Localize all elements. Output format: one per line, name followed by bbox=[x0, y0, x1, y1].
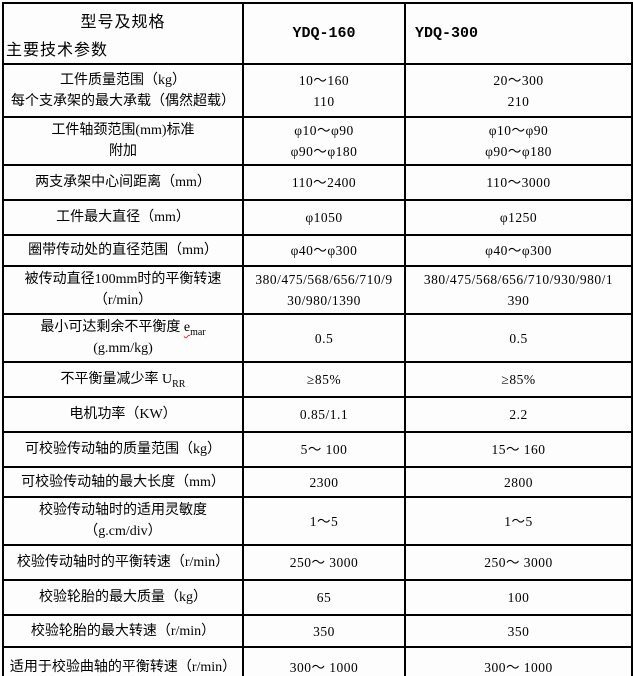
model-header-ydq160: YDQ-160 bbox=[242, 2, 406, 65]
spec-value-cell: 20～300 210 bbox=[404, 63, 633, 118]
spec-value-cell: φ1050 bbox=[242, 199, 406, 236]
spec-value-cell: ≥85% bbox=[242, 361, 406, 398]
spec-value-cell: 380/475/568/656/710/930/980/1 390 bbox=[404, 265, 633, 315]
spec-label-cell: 不平衡量减少率 URR bbox=[2, 361, 244, 398]
table-row: 电机功率（KW） 0.85/1.1 2.2 bbox=[2, 396, 633, 433]
spec-label-cell: 校验轮胎的最大转速（r/min） bbox=[2, 614, 244, 648]
spec-value-cell: 65 bbox=[242, 579, 406, 616]
table-row: 适用于校验曲轴的平衡转速（r/min） 300～ 1000 300～ 1000 bbox=[2, 646, 633, 676]
table-row: 圈带传动处的直径范围（mm） φ40～φ300 φ40～φ300 bbox=[2, 234, 633, 267]
spec-value-cell: 1～5 bbox=[404, 496, 633, 546]
spec-label-cell: 圈带传动处的直径范围（mm） bbox=[2, 234, 244, 267]
corner-header-cell: 型号及规格 主要技术参数 bbox=[2, 2, 244, 65]
spec-value-cell: 0.5 bbox=[404, 313, 633, 363]
spec-value-cell: φ10～φ90 φ90～φ180 bbox=[404, 116, 633, 166]
spec-label-cell: 工件最大直径（mm） bbox=[2, 199, 244, 236]
table-row: 最小可达剩余不平衡度 emar (g.mm/kg) 0.5 0.5 bbox=[2, 313, 633, 363]
table-row: 校验轮胎的最大质量（kg） 65 100 bbox=[2, 579, 633, 616]
spec-value-cell: ≥85% bbox=[404, 361, 633, 398]
spec-label-cell: 校验传动轴时的适用灵敏度 （g.cm/div） bbox=[2, 496, 244, 546]
spec-label-cell: 工件轴颈范围(mm)标准 附加 bbox=[2, 116, 244, 166]
corner-title-models: 型号及规格 bbox=[80, 13, 166, 31]
table-row: 校验传动轴时的平衡转速（r/min） 250～ 3000 250～ 3000 bbox=[2, 544, 633, 581]
spec-label-cell: 被传动直径100mm时的平衡转速 （r/min） bbox=[2, 265, 244, 315]
spec-label-cell: 工件质量范围（kg） 每个支承架的最大承载（偶然超载） bbox=[2, 63, 244, 118]
spec-value-cell: 300～ 1000 bbox=[242, 646, 406, 676]
spec-value-cell: 5～ 100 bbox=[242, 431, 406, 468]
table-row: 工件轴颈范围(mm)标准 附加 φ10～φ90 φ90～φ180 φ10～φ90 … bbox=[2, 116, 633, 166]
spec-value-cell: φ40～φ300 bbox=[404, 234, 633, 267]
spec-value-cell: 15～ 160 bbox=[404, 431, 633, 468]
spec-value-cell: 380/475/568/656/710/9 30/980/1390 bbox=[242, 265, 406, 315]
table-row: 可校验传动轴的质量范围（kg） 5～ 100 15～ 160 bbox=[2, 431, 633, 468]
spec-label-cell: 校验传动轴时的平衡转速（r/min） bbox=[2, 544, 244, 581]
spec-value-cell: 350 bbox=[404, 614, 633, 648]
spec-value-cell: 2800 bbox=[404, 466, 633, 498]
table-row: 两支承架中心间距离（mm） 110～2400 110～3000 bbox=[2, 164, 633, 201]
table-row: 校验轮胎的最大转速（r/min） 350 350 bbox=[2, 614, 633, 648]
spec-value-cell: φ1250 bbox=[404, 199, 633, 236]
spec-value-cell: 350 bbox=[242, 614, 406, 648]
spec-value-cell: 2300 bbox=[242, 466, 406, 498]
spec-value-cell: 100 bbox=[404, 579, 633, 616]
spec-label-cell: 可校验传动轴的质量范围（kg） bbox=[2, 431, 244, 468]
header-row: 型号及规格 主要技术参数 YDQ-160 YDQ-300 bbox=[2, 2, 633, 65]
spec-label-cell: 最小可达剩余不平衡度 emar (g.mm/kg) bbox=[2, 313, 244, 363]
spec-label-cell: 电机功率（KW） bbox=[2, 396, 244, 433]
table-row: 可校验传动轴的最大长度（mm） 2300 2800 bbox=[2, 466, 633, 498]
spec-value-cell: 10～160 110 bbox=[242, 63, 406, 118]
table-row: 不平衡量减少率 URR ≥85% ≥85% bbox=[2, 361, 633, 398]
spec-value-cell: 110～3000 bbox=[404, 164, 633, 201]
table-row: 工件质量范围（kg） 每个支承架的最大承载（偶然超载） 10～160 110 20… bbox=[2, 63, 633, 118]
spec-label-cell: 两支承架中心间距离（mm） bbox=[2, 164, 244, 201]
spec-value-cell: 250～ 3000 bbox=[242, 544, 406, 581]
spec-value-cell: 0.5 bbox=[242, 313, 406, 363]
spec-label-cell: 适用于校验曲轴的平衡转速（r/min） bbox=[2, 646, 244, 676]
spec-value-cell: φ40～φ300 bbox=[242, 234, 406, 267]
spec-value-cell: 300～ 1000 bbox=[404, 646, 633, 676]
table-row: 被传动直径100mm时的平衡转速 （r/min） 380/475/568/656/… bbox=[2, 265, 633, 315]
spec-value-cell: 0.85/1.1 bbox=[242, 396, 406, 433]
spec-label-cell: 可校验传动轴的最大长度（mm） bbox=[2, 466, 244, 498]
model-header-ydq300: YDQ-300 bbox=[404, 2, 633, 65]
spec-value-cell: 1～5 bbox=[242, 496, 406, 546]
spec-value-cell: 2.2 bbox=[404, 396, 633, 433]
corner-title-parameters: 主要技术参数 bbox=[6, 41, 109, 59]
table-row: 工件最大直径（mm） φ1050 φ1250 bbox=[2, 199, 633, 236]
spec-value-cell: 250～ 3000 bbox=[404, 544, 633, 581]
spec-table-body: 工件质量范围（kg） 每个支承架的最大承载（偶然超载） 10～160 110 20… bbox=[2, 63, 633, 676]
spec-label-cell: 校验轮胎的最大质量（kg） bbox=[2, 579, 244, 616]
spec-value-cell: φ10～φ90 φ90～φ180 bbox=[242, 116, 406, 166]
table-row: 校验传动轴时的适用灵敏度 （g.cm/div） 1～5 1～5 bbox=[2, 496, 633, 546]
spec-value-cell: 110～2400 bbox=[242, 164, 406, 201]
